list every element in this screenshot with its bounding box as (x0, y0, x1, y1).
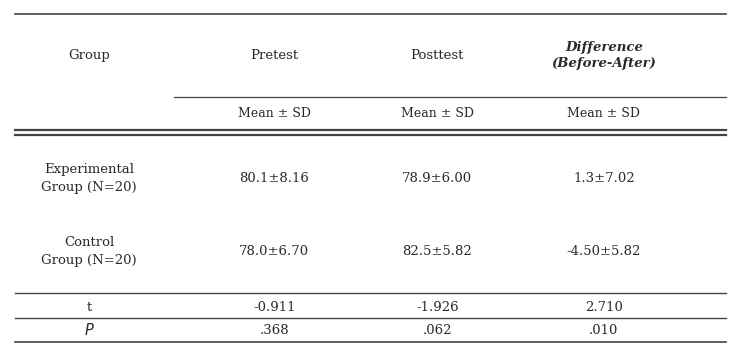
Text: Difference
(Before-After): Difference (Before-After) (551, 41, 657, 70)
Text: 2.710: 2.710 (585, 301, 623, 314)
Text: $\mathit{P}$: $\mathit{P}$ (84, 322, 94, 338)
Text: Group: Group (68, 49, 110, 62)
Text: 80.1±8.16: 80.1±8.16 (239, 172, 309, 185)
Text: Control
Group (N=20): Control Group (N=20) (41, 236, 137, 267)
Text: Mean ± SD: Mean ± SD (238, 107, 310, 120)
Text: -4.50±5.82: -4.50±5.82 (567, 245, 641, 258)
Text: Pretest: Pretest (250, 49, 298, 62)
Text: Mean ± SD: Mean ± SD (568, 107, 640, 120)
Text: 78.0±6.70: 78.0±6.70 (239, 245, 309, 258)
Text: .368: .368 (259, 324, 289, 337)
Text: 78.9±6.00: 78.9±6.00 (402, 172, 472, 185)
Text: 82.5±5.82: 82.5±5.82 (402, 245, 472, 258)
Text: -0.911: -0.911 (253, 301, 296, 314)
Text: Experimental
Group (N=20): Experimental Group (N=20) (41, 163, 137, 194)
Text: Posttest: Posttest (411, 49, 464, 62)
Text: 1.3±7.02: 1.3±7.02 (573, 172, 635, 185)
Text: .062: .062 (422, 324, 452, 337)
Text: .010: .010 (589, 324, 619, 337)
Text: Mean ± SD: Mean ± SD (401, 107, 473, 120)
Text: t: t (86, 301, 92, 314)
Text: -1.926: -1.926 (416, 301, 459, 314)
